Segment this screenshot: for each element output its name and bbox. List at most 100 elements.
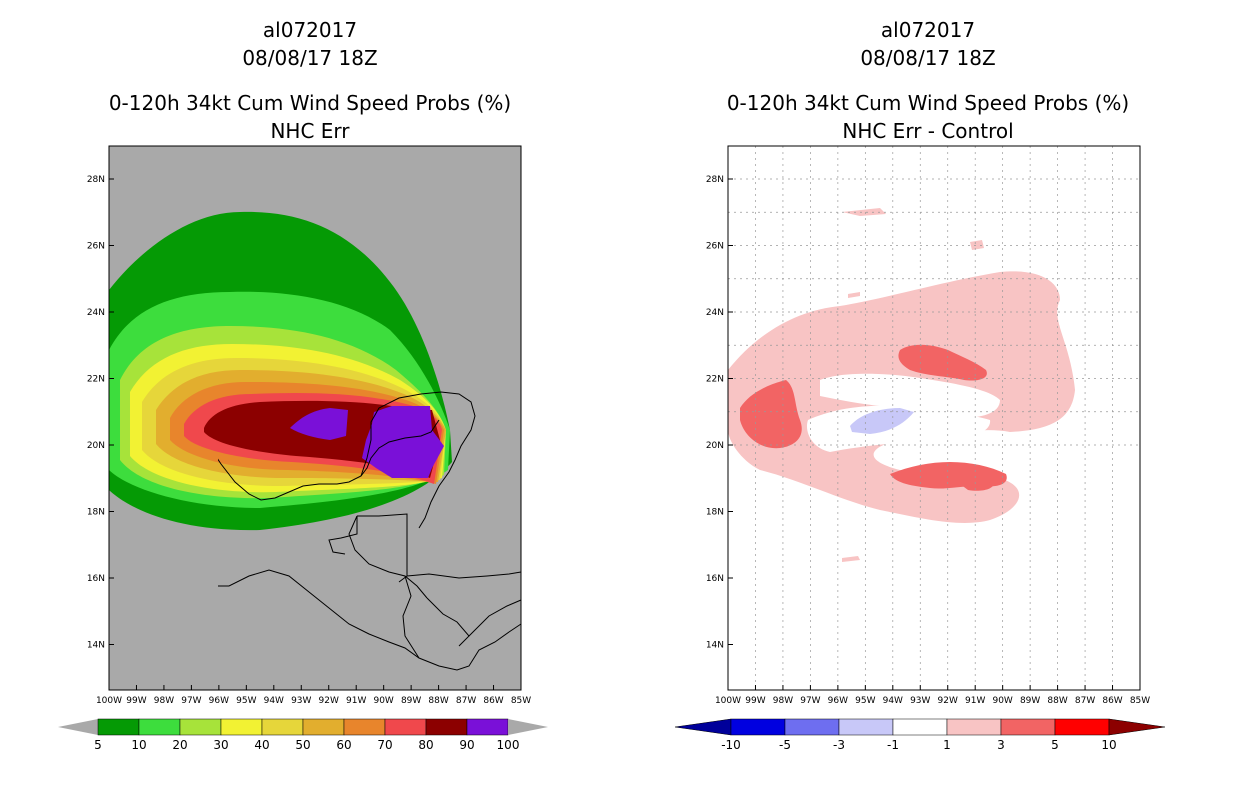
lat-label: 22N — [706, 375, 724, 385]
colorbar-label: 5 — [1051, 738, 1059, 752]
lat-label: 14N — [87, 641, 105, 651]
lon-label: 90W — [373, 696, 393, 706]
right-title-storm-id: al072017 — [880, 18, 976, 42]
lon-label: 91W — [965, 696, 985, 706]
right-colorbar: -10 -5 -3 -1 1 3 5 10 — [674, 718, 1166, 752]
colorbar-label: -10 — [721, 738, 741, 752]
lon-label: 98W — [773, 696, 793, 706]
colorbar-swatch — [220, 718, 263, 736]
lon-label: 97W — [800, 696, 820, 706]
colorbar-swatch — [892, 718, 948, 736]
colorbar-swatch — [138, 718, 181, 736]
lat-label: 18N — [706, 508, 724, 518]
lat-label: 20N — [706, 441, 724, 451]
colorbar-swatch — [261, 718, 304, 736]
right-lat-axis: 28N 26N 24N 22N 20N 18N 16N 14N — [706, 175, 733, 651]
lon-label: 91W — [346, 696, 366, 706]
lat-label: 28N — [706, 175, 724, 185]
left-map-frame — [108, 145, 522, 691]
colorbar-left-arrow — [674, 718, 732, 736]
right-gridlines — [728, 146, 1140, 690]
lon-label: 88W — [428, 696, 448, 706]
colorbar-swatch — [179, 718, 222, 736]
colorbar-label: 5 — [94, 738, 102, 752]
lon-label: 96W — [828, 696, 848, 706]
colorbar-label: -1 — [887, 738, 899, 752]
left-title-datetime: 08/08/17 18Z — [242, 46, 378, 70]
lon-label: 94W — [264, 696, 284, 706]
colorbar-swatch — [784, 718, 840, 736]
lon-label: 100W — [96, 696, 122, 706]
lon-label: 99W — [745, 696, 765, 706]
right-difference-contours — [728, 208, 1075, 562]
colorbar-swatch — [302, 718, 345, 736]
colorbar-swatch — [838, 718, 894, 736]
lat-label: 24N — [706, 308, 724, 318]
colorbar-right-arrow — [1108, 718, 1166, 736]
colorbar-swatch — [946, 718, 1002, 736]
lat-label: 24N — [87, 308, 105, 318]
lat-label: 26N — [87, 242, 105, 252]
lon-label: 100W — [715, 696, 741, 706]
left-lon-axis: 100W 99W 98W 97W 96W 95W 94W 93W 92W 91W 90W 89W 88W… — [96, 685, 531, 706]
lon-label: 95W — [855, 696, 875, 706]
colorbar-label: -3 — [833, 738, 845, 752]
right-map-panel: 28N 26N 24N 22N 20N 18N 16N 14N 100W 99W 98W 97W 96… — [674, 145, 1166, 752]
right-title-subtitle: NHC Err - Control — [842, 119, 1014, 143]
lon-label: 85W — [1130, 696, 1150, 706]
lon-label: 99W — [126, 696, 146, 706]
right-lon-axis: 100W 99W 98W 97W 96W 95W 94W 93W 92W 91W 90W 89W 88W… — [715, 685, 1150, 706]
colorbar-label: 3 — [997, 738, 1005, 752]
lon-label: 86W — [483, 696, 503, 706]
lon-label: 85W — [511, 696, 531, 706]
left-title-product: 0-120h 34kt Cum Wind Speed Probs (%) — [108, 91, 512, 115]
colorbar-label: 80 — [418, 738, 433, 752]
colorbar-swatch — [343, 718, 386, 736]
lon-label: 88W — [1047, 696, 1067, 706]
colorbar-swatch — [425, 718, 468, 736]
lat-label: 18N — [87, 508, 105, 518]
colorbar-swatch — [1054, 718, 1110, 736]
colorbar-label: 10 — [131, 738, 146, 752]
lon-label: 87W — [456, 696, 476, 706]
lat-label: 14N — [706, 641, 724, 651]
lon-label: 89W — [1020, 696, 1040, 706]
lon-label: 97W — [181, 696, 201, 706]
colorbar-label: 30 — [213, 738, 228, 752]
lon-label: 98W — [154, 696, 174, 706]
colorbar-label: 90 — [459, 738, 474, 752]
lon-label: 93W — [910, 696, 930, 706]
lon-label: 86W — [1102, 696, 1122, 706]
colorbar-label: 50 — [295, 738, 310, 752]
lat-label: 22N — [87, 375, 105, 385]
left-colorbar: 5 10 20 30 40 50 60 70 80 90 100 — [58, 718, 548, 752]
colorbar-label: -5 — [779, 738, 791, 752]
colorbar-label: 10 — [1101, 738, 1116, 752]
colorbar-right-arrow — [508, 719, 548, 735]
left-title-storm-id: al072017 — [262, 18, 358, 42]
right-title-product: 0-120h 34kt Cum Wind Speed Probs (%) — [726, 91, 1130, 115]
lon-label: 95W — [236, 696, 256, 706]
colorbar-swatch — [384, 718, 427, 736]
left-lat-axis: 28N 26N 24N 22N 20N 18N 16N 14N — [87, 175, 114, 651]
colorbar-swatch — [1000, 718, 1056, 736]
lon-label: 96W — [209, 696, 229, 706]
colorbar-label: 70 — [377, 738, 392, 752]
lon-label: 94W — [883, 696, 903, 706]
right-title-datetime: 08/08/17 18Z — [860, 46, 996, 70]
colorbar-label: 1 — [943, 738, 951, 752]
lon-label: 87W — [1075, 696, 1095, 706]
lon-label: 89W — [401, 696, 421, 706]
lon-label: 90W — [992, 696, 1012, 706]
lon-label: 92W — [938, 696, 958, 706]
colorbar-label: 20 — [172, 738, 187, 752]
colorbar-left-arrow — [58, 719, 98, 735]
right-map-frame — [727, 145, 1141, 691]
colorbar-label: 100 — [497, 738, 520, 752]
colorbar-swatch — [730, 718, 786, 736]
colorbar-swatch — [97, 718, 140, 736]
colorbar-label: 60 — [336, 738, 351, 752]
lon-label: 93W — [291, 696, 311, 706]
lon-label: 92W — [319, 696, 339, 706]
left-map-panel: 28N 26N 24N 22N 20N 18N 16N 14N 100W 99W 98W 97W 96… — [58, 145, 548, 752]
